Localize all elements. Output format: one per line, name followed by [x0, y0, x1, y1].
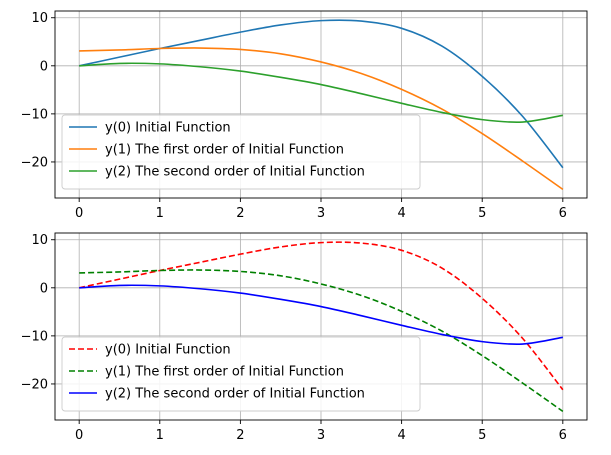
x-tick-label: 3 — [317, 428, 325, 443]
series-line-1 — [79, 241, 564, 391]
x-tick-label: 1 — [156, 428, 164, 443]
x-tick-label: 4 — [397, 428, 405, 443]
legend-entry: y(2) The second order of Initial Functio… — [105, 387, 365, 402]
y-tick-label: 0 — [40, 59, 48, 74]
legend-box — [61, 114, 421, 190]
x-tick-label: 0 — [75, 206, 83, 221]
x-tick-label: 5 — [478, 428, 486, 443]
legend-box — [61, 336, 421, 412]
x-tick-label: 0 — [75, 428, 83, 443]
legend-entry: y(1) The first order of Initial Function — [105, 143, 344, 158]
y-tick-label: 0 — [40, 281, 48, 296]
legend-entry: y(0) Initial Function — [105, 343, 231, 358]
legend: y(0) Initial Function y(1) The first orde… — [61, 114, 421, 190]
y-tick-label: −10 — [21, 329, 48, 344]
x-tick-label: 3 — [317, 206, 325, 221]
legend-entry: y(1) The first order of Initial Function — [105, 365, 344, 380]
y-tick-label: 10 — [31, 11, 48, 26]
y-tick-label: −20 — [21, 155, 48, 170]
x-tick-label: 6 — [559, 428, 567, 443]
y-tick-label: −10 — [21, 107, 48, 122]
x-tick-label: 2 — [236, 428, 244, 443]
legend-entry: y(0) Initial Function — [105, 121, 231, 136]
x-tick-label: 1 — [156, 206, 164, 221]
series-line-3 — [79, 284, 563, 346]
y-tick-label: −20 — [21, 377, 48, 392]
legend: y(0) Initial Function y(1) The first orde… — [61, 336, 421, 412]
series-line-3 — [79, 62, 563, 124]
subplot-1: 0 1 2 3 4 5 6 10 0 −10 −20 y(0) Initial Function y(1… — [21, 10, 588, 221]
subplot-2: 0 1 2 3 4 5 6 10 0 −10 −20 y(0) Initial Function y(1… — [21, 232, 588, 443]
x-tick-label: 6 — [559, 206, 567, 221]
x-tick-label: 2 — [236, 206, 244, 221]
series-line-2 — [79, 47, 564, 191]
y-tick-label: 10 — [31, 233, 48, 248]
x-tick-label: 5 — [478, 206, 486, 221]
x-tick-label: 4 — [397, 206, 405, 221]
legend-entry: y(2) The second order of Initial Functio… — [105, 165, 365, 180]
